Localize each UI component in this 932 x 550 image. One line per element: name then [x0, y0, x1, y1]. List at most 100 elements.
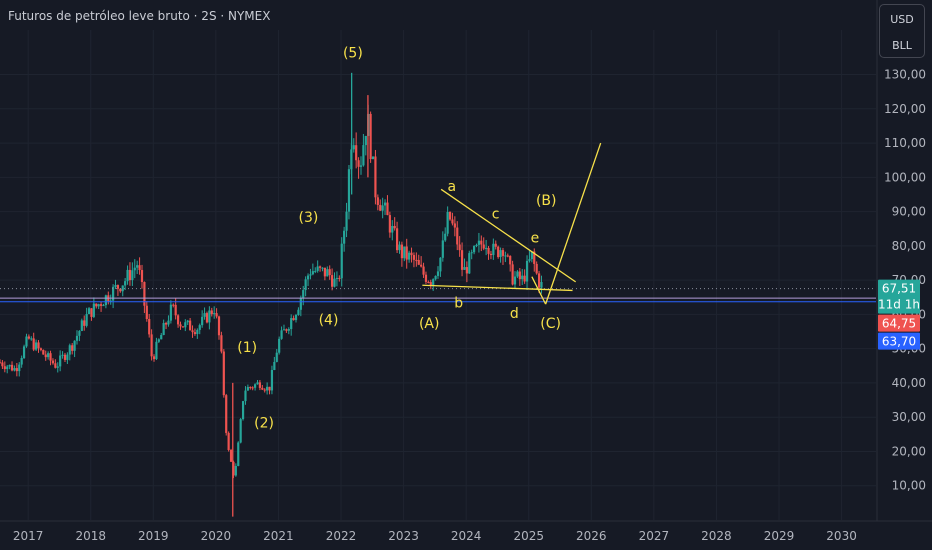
- candle-body: [246, 387, 249, 391]
- candle: [87, 307, 91, 315]
- candle-body: [424, 274, 428, 282]
- candle-body: [376, 197, 379, 205]
- candle-body: [521, 275, 524, 280]
- candle: [30, 336, 33, 341]
- candle: [42, 349, 45, 355]
- candle-body: [213, 313, 216, 315]
- candle: [3, 361, 6, 373]
- candle: [294, 313, 298, 323]
- candle-body: [138, 265, 141, 271]
- candle-body: [39, 348, 43, 350]
- candle-body: [309, 274, 312, 276]
- wave-label: c: [492, 206, 500, 222]
- candle-body: [140, 270, 144, 283]
- candle: [374, 149, 377, 205]
- candle: [501, 247, 505, 265]
- candle-body: [229, 450, 233, 462]
- candle-body: [85, 314, 88, 326]
- candle: [239, 417, 242, 444]
- candle: [145, 301, 148, 322]
- candle: [309, 268, 312, 280]
- candle-body: [126, 269, 129, 282]
- unit-label[interactable]: BLL: [892, 39, 912, 52]
- candle: [124, 277, 127, 291]
- candle-body: [34, 342, 38, 350]
- candle: [343, 226, 346, 252]
- price-tags: 67,51 11d 1h 64,75 63,70: [878, 279, 920, 350]
- candle-body: [198, 325, 201, 330]
- candle: [523, 269, 526, 284]
- candle: [213, 306, 216, 319]
- candle: [321, 267, 324, 272]
- candle: [241, 400, 245, 421]
- candle-body: [489, 253, 493, 256]
- candle-body: [143, 282, 146, 306]
- price-axis: 10,0020,0030,0040,0050,0060,0070,0080,00…: [876, 0, 926, 521]
- candle: [362, 133, 365, 167]
- candle-body: [458, 244, 461, 251]
- candle: [458, 236, 461, 257]
- symbol-title: Futuros de petróleo leve bruto · 2S · NY…: [8, 9, 271, 23]
- candle-body: [292, 318, 295, 321]
- x-tick-label: 2028: [701, 529, 732, 543]
- candle: [345, 202, 348, 238]
- candle: [494, 240, 497, 250]
- time-axis: 2017 2018 2019 2020 2021 2022 2023 2024 2025 2026…: [0, 520, 932, 543]
- candle: [15, 363, 18, 377]
- candle: [20, 355, 23, 368]
- candle-body: [176, 315, 180, 325]
- x-tick-label: 2023: [388, 529, 419, 543]
- candle-body: [179, 324, 182, 327]
- price-tag-countdown: 11d 1h: [878, 298, 920, 312]
- candle: [268, 386, 271, 395]
- candle-body: [477, 240, 481, 245]
- candle-body: [73, 340, 76, 351]
- candle-body: [535, 263, 538, 274]
- candle: [138, 257, 141, 275]
- candle: [436, 266, 440, 279]
- candle: [314, 267, 317, 274]
- candle: [352, 138, 355, 153]
- candle-body: [164, 323, 168, 325]
- candle-body: [148, 318, 151, 335]
- candle: [335, 271, 339, 287]
- candle: [208, 306, 211, 330]
- candle-body: [71, 345, 74, 351]
- currency-label[interactable]: USD: [890, 13, 914, 26]
- candle-body: [249, 387, 252, 389]
- candle-body: [472, 246, 476, 253]
- candle-body: [434, 275, 437, 280]
- candle-body: [460, 250, 464, 270]
- candle: [417, 254, 420, 266]
- candle-body: [30, 338, 33, 340]
- candle: [429, 279, 432, 290]
- candle: [323, 267, 326, 281]
- y-tick-label: 10,00: [892, 479, 926, 493]
- candle-body: [485, 247, 488, 249]
- candle: [220, 331, 223, 354]
- candle: [408, 250, 411, 263]
- candle-body: [56, 366, 59, 368]
- candle-body: [0, 362, 2, 364]
- candle: [196, 328, 199, 339]
- candle-body: [335, 277, 339, 279]
- candle: [184, 319, 187, 332]
- candle-body: [191, 330, 194, 333]
- candle: [482, 237, 485, 251]
- currency-unit-selector[interactable]: USD BLL: [879, 4, 925, 58]
- candle-body: [150, 334, 153, 357]
- candle: [186, 319, 189, 325]
- candle-body: [456, 227, 459, 245]
- candle-body: [99, 304, 103, 306]
- candle-body: [253, 384, 257, 388]
- candle-body: [54, 363, 57, 368]
- candle: [169, 300, 172, 324]
- wave-labels: (1) (2) (3) (4) (5) (A) b a c d e (B) (C): [237, 45, 561, 431]
- candle: [164, 321, 168, 330]
- candle-body: [540, 281, 543, 288]
- candle-body: [343, 230, 346, 244]
- x-tick-label: 2025: [513, 529, 544, 543]
- y-tick-label: 40,00: [892, 376, 926, 390]
